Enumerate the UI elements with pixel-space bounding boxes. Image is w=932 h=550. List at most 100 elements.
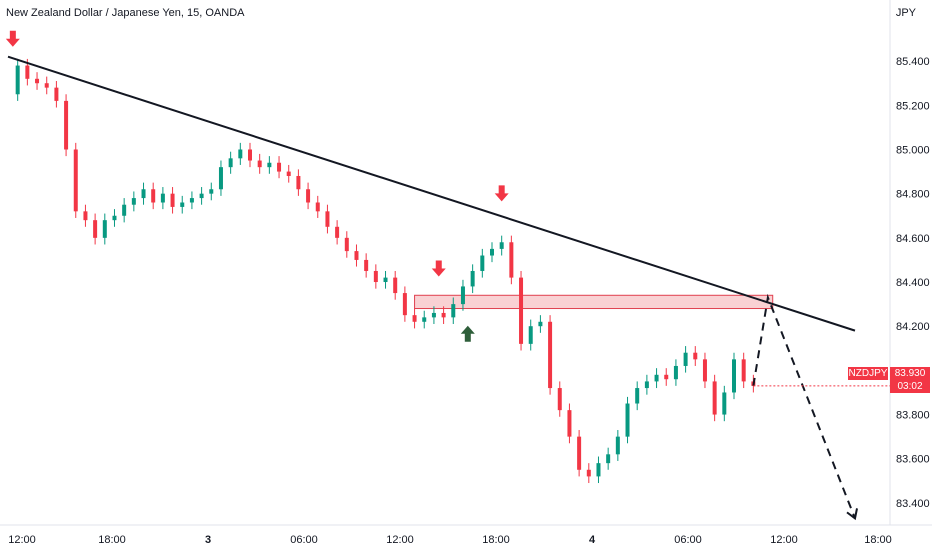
candle-body xyxy=(519,277,524,344)
y-tick-label: 83.600 xyxy=(896,454,930,466)
candle-body xyxy=(131,198,136,205)
projection-arrowhead xyxy=(846,508,858,521)
y-tick-label: 84.400 xyxy=(896,277,930,289)
candle-body xyxy=(683,352,688,366)
candle-body xyxy=(402,293,407,316)
candle-body xyxy=(306,189,311,203)
x-tick-label: 12:00 xyxy=(8,534,36,546)
candle-body xyxy=(693,352,698,360)
candle-body xyxy=(673,365,678,380)
x-tick-label: 06:00 xyxy=(674,534,702,546)
candle-body xyxy=(35,78,40,84)
y-tick-label: 85.400 xyxy=(896,56,930,68)
sell-arrow-icon xyxy=(494,185,509,202)
candle-body xyxy=(112,215,117,221)
candle-body xyxy=(189,198,194,203)
candle-body xyxy=(296,175,301,190)
candle-body xyxy=(470,270,475,287)
candle-body xyxy=(702,359,707,382)
candle-body xyxy=(315,202,320,212)
candle-body xyxy=(567,410,572,437)
candle-body xyxy=(557,388,562,411)
symbol-tag: NZDJPY xyxy=(848,367,888,380)
candle-body xyxy=(441,312,446,318)
candle-body xyxy=(606,454,611,464)
candle-body xyxy=(480,255,485,271)
candle-body xyxy=(25,65,30,79)
x-tick-label: 18:00 xyxy=(864,534,892,546)
candle-body xyxy=(732,359,736,393)
candle-body xyxy=(712,381,717,415)
candle-body xyxy=(490,248,494,256)
trendline xyxy=(7,55,856,332)
y-tick-label: 84.200 xyxy=(896,321,930,333)
candle-body xyxy=(596,463,601,477)
candle-body xyxy=(644,381,649,389)
candle-body xyxy=(286,171,291,176)
x-tick-label: 18:00 xyxy=(98,534,126,546)
candle-body xyxy=(267,162,272,168)
candle-body xyxy=(412,315,417,322)
candle-body xyxy=(431,312,436,318)
candle-body xyxy=(577,436,582,470)
candle-body xyxy=(102,220,107,238)
candle-body xyxy=(93,220,98,238)
sell-arrow-icon xyxy=(5,30,20,47)
x-tick-label: 12:00 xyxy=(386,534,414,546)
candle-body xyxy=(325,211,330,227)
candle-body xyxy=(354,251,359,260)
candle-body xyxy=(654,374,659,382)
buy-arrow-icon xyxy=(460,325,475,342)
candle-body xyxy=(741,359,746,382)
candle-body xyxy=(451,304,456,318)
candle-body xyxy=(460,286,465,305)
candle-body xyxy=(422,317,427,322)
y-tick-label: 85.000 xyxy=(896,144,930,156)
y-tick-label: 84.800 xyxy=(896,189,930,201)
candle-body xyxy=(635,388,640,404)
candle-body xyxy=(615,436,620,455)
candle-body xyxy=(257,160,262,168)
candle-body xyxy=(664,374,669,380)
last-price-box: 83.930 03:02 xyxy=(890,367,930,393)
x-tick-label: 06:00 xyxy=(290,534,318,546)
candle-body xyxy=(499,242,504,249)
currency-label: JPY xyxy=(895,7,916,19)
y-tick-label: 83.400 xyxy=(896,498,930,510)
candle-body xyxy=(44,83,49,88)
candle-body xyxy=(528,326,533,344)
candle-body xyxy=(393,277,398,294)
candle-body xyxy=(83,211,88,221)
sell-arrow-icon xyxy=(431,260,446,277)
resistance-zone xyxy=(414,294,774,310)
x-tick-label: 3 xyxy=(205,534,211,546)
candle-body xyxy=(122,204,127,216)
candle-body xyxy=(73,149,78,212)
candle-body xyxy=(218,167,223,190)
candle-body xyxy=(54,87,59,101)
candle-body xyxy=(199,193,204,199)
projection-path xyxy=(752,293,856,519)
candle-body xyxy=(722,392,727,415)
candle-body xyxy=(383,277,388,283)
candle-body xyxy=(238,149,243,159)
candle-body xyxy=(170,193,175,207)
candle-body xyxy=(151,189,156,203)
candle-body xyxy=(335,226,340,238)
candle-body xyxy=(160,193,165,203)
candle-body xyxy=(228,158,233,168)
x-tick-label: 12:00 xyxy=(770,534,798,546)
y-tick-label: 85.200 xyxy=(896,100,930,112)
y-tick-label: 84.600 xyxy=(896,233,930,245)
candle-body xyxy=(586,469,591,477)
candle-body xyxy=(509,242,514,278)
candle-body xyxy=(373,270,378,283)
chart-title: New Zealand Dollar / Japanese Yen, 15, O… xyxy=(6,7,245,19)
candle-body xyxy=(277,162,282,172)
candle-body xyxy=(180,202,185,207)
last-price: 83.930 xyxy=(894,368,926,379)
x-tick-label: 18:00 xyxy=(482,534,510,546)
candle-body xyxy=(141,189,146,199)
candle-body xyxy=(364,259,369,271)
